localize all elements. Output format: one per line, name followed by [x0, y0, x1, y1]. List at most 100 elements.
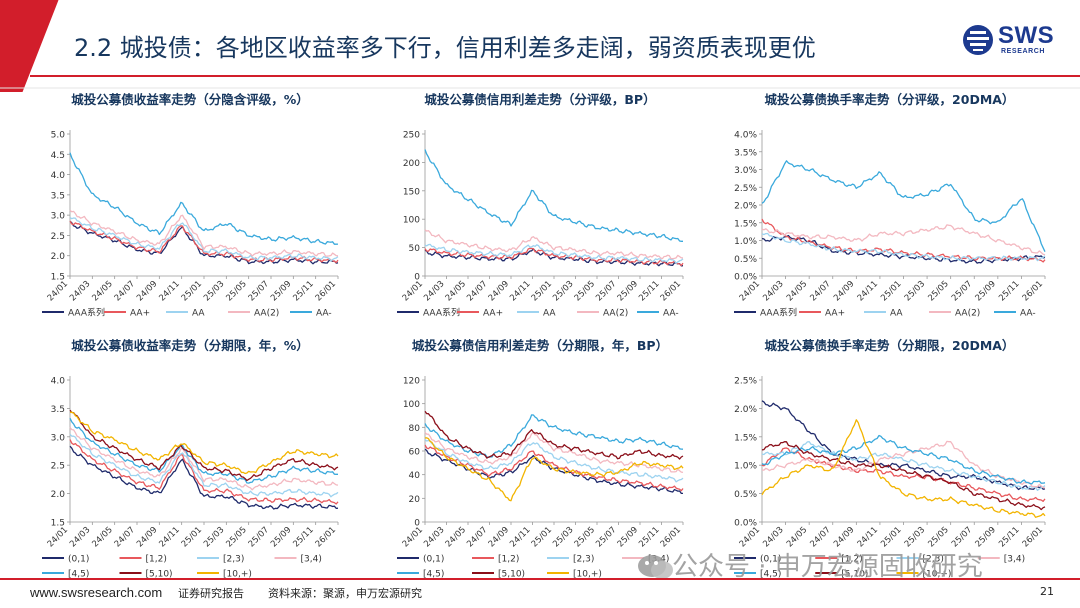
- chart-title: 城投公募债收益率走势（分隐含评级，%）: [71, 92, 309, 107]
- y-tick-label: 1.5%: [734, 219, 757, 229]
- x-tick-label: 24/09: [487, 525, 511, 549]
- series-line-5: [761, 434, 1046, 485]
- chart-title: 城投公募债换手率走势（分期限，20DMA）: [765, 338, 1015, 353]
- x-tick-label: 26/01: [314, 525, 338, 549]
- y-tick-label: 1.0%: [734, 462, 757, 472]
- chart-spread-by-tenor: 城投公募债信用利差走势（分期限，年，BP） 0 20 40 60 80 100 120 24/0…: [397, 338, 684, 579]
- sws-logo-icon: [963, 25, 993, 55]
- x-tick-label: 24/11: [157, 279, 181, 303]
- header-band: [0, 0, 1080, 92]
- y-tick-label: 80: [409, 424, 421, 434]
- y-tick-label: 0.5%: [734, 255, 757, 265]
- x-tick-label: 25/11: [637, 279, 661, 303]
- legend-label: AA-: [1020, 309, 1036, 319]
- x-tick-label: 26/01: [659, 279, 683, 303]
- x-tick-label: 26/01: [1021, 525, 1045, 549]
- legend-label: AAA系列: [423, 307, 460, 319]
- x-tick-label: 24/03: [68, 279, 92, 303]
- y-tick-label: 0: [414, 273, 420, 283]
- x-tick-label: 24/01: [401, 525, 425, 549]
- y-tick-label: 3.0: [51, 212, 66, 222]
- x-tick-label: 24/05: [444, 279, 468, 303]
- chart-spread-by-rating: 城投公募债信用利差走势（分评级，BP）05010015020025024/012…: [397, 92, 684, 319]
- legend-label: AA+: [130, 309, 150, 319]
- x-tick-label: 25/07: [247, 525, 271, 549]
- y-tick-label: 0.5%: [734, 490, 757, 500]
- series-line-2: [761, 447, 1046, 502]
- y-tick-label: 100: [403, 400, 420, 410]
- legend-label: [10,+): [923, 570, 952, 579]
- legend-label: [2,3): [223, 555, 244, 565]
- series-line-4: [69, 209, 339, 257]
- series-line-7: [424, 437, 684, 502]
- x-tick-label: 25/07: [950, 279, 974, 303]
- y-tick-label: 2.5: [51, 232, 65, 242]
- footer-divider: [0, 578, 1080, 580]
- series-line-1: [424, 448, 683, 495]
- y-tick-label: 3.0%: [734, 166, 757, 176]
- x-tick-label: 25/05: [926, 279, 950, 303]
- footer-source: 资料来源：聚源，申万宏源研究: [268, 587, 422, 600]
- legend-label: AA: [192, 309, 205, 319]
- x-tick-label: 24/03: [422, 525, 446, 549]
- chart-title: 城投公募债收益率走势（分期限，年，%）: [71, 338, 309, 353]
- y-tick-label: 0.0%: [734, 273, 757, 283]
- x-tick-label: 25/03: [202, 279, 226, 303]
- x-tick-label: 24/03: [422, 279, 446, 303]
- legend-label: [4,5): [760, 570, 781, 579]
- y-tick-label: 150: [403, 187, 420, 197]
- x-tick-label: 25/05: [573, 279, 597, 303]
- legend-label: (0,1): [423, 555, 444, 565]
- y-tick-label: 100: [403, 216, 420, 226]
- y-tick-label: 2.0%: [734, 405, 757, 415]
- y-tick-label: 4.0: [51, 377, 66, 387]
- x-tick-label: 24/11: [856, 279, 880, 303]
- y-tick-label: 4.0%: [734, 131, 757, 141]
- y-tick-label: 20: [409, 495, 421, 505]
- legend-label: [4,5): [423, 570, 444, 579]
- legend-label: [10,+): [573, 570, 602, 579]
- chart-turnover-by-tenor: 城投公募债换手率走势（分期限，20DMA） 0.0% 0.5% 1.0% 1.5% 2.0…: [734, 338, 1046, 579]
- x-tick-label: 25/09: [616, 525, 640, 549]
- logo-subtext: RESEARCH: [1001, 48, 1046, 55]
- legend-label: AA(2): [955, 309, 980, 319]
- series-line-6: [69, 409, 339, 482]
- y-tick-label: 2.5%: [734, 377, 757, 387]
- x-tick-label: 25/05: [573, 525, 597, 549]
- x-tick-label: 24/05: [90, 525, 114, 549]
- x-tick-label: 24/11: [508, 279, 532, 303]
- x-tick-label: 24/09: [487, 279, 511, 303]
- x-tick-label: 25/03: [551, 525, 575, 549]
- series-line-6: [761, 441, 1046, 511]
- y-tick-label: 0: [414, 519, 420, 529]
- header-red-edge: [21, 0, 59, 92]
- x-tick-label: 24/11: [157, 525, 181, 549]
- y-tick-label: 2.5%: [734, 184, 757, 194]
- logo-text: SWS: [998, 22, 1055, 49]
- y-tick-label: 3.5%: [734, 148, 757, 158]
- series-line-7: [69, 411, 339, 475]
- series-line-1: [69, 445, 339, 510]
- legend-label: [1,2): [841, 555, 862, 565]
- chart-turnover-by-rating: 城投公募债换手率走势（分评级，20DMA） 0.0% 0.5% 1.0% 1.5% 2.0…: [734, 92, 1046, 319]
- x-tick-label: 25/11: [997, 279, 1021, 303]
- legend-label: AA: [543, 309, 556, 319]
- y-tick-label: 0.0%: [734, 519, 757, 529]
- x-tick-label: 25/11: [997, 525, 1021, 549]
- x-tick-label: 24/07: [113, 525, 137, 549]
- legend-label: [1,2): [146, 555, 167, 565]
- series-line-5: [69, 152, 339, 245]
- y-tick-label: 200: [403, 159, 420, 169]
- page-number: 21: [1040, 585, 1054, 598]
- footer-url[interactable]: www.swsresearch.com: [30, 585, 163, 600]
- series-line-5: [69, 417, 338, 484]
- y-tick-label: 50: [409, 244, 421, 254]
- x-tick-label: 25/11: [291, 525, 315, 549]
- x-tick-label: 24/11: [508, 525, 532, 549]
- legend-label: AA(2): [603, 309, 628, 319]
- series-line-3: [424, 243, 684, 264]
- y-tick-label: 120: [403, 377, 420, 387]
- y-tick-label: 1.5: [51, 273, 65, 283]
- x-tick-label: 25/11: [637, 525, 661, 549]
- series-line-1: [761, 400, 1046, 491]
